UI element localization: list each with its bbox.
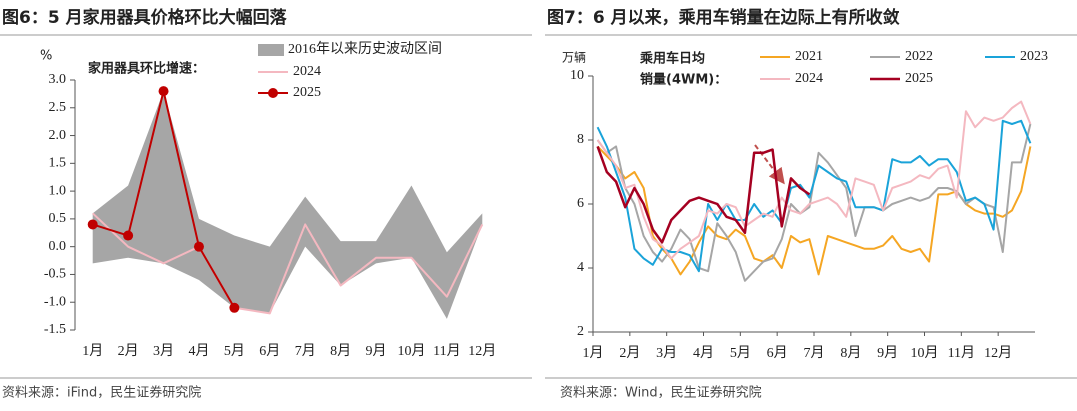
x-tick-label: 12月 [984,345,1012,361]
x-tick-label: 3月 [153,343,174,359]
x-tick-label: 10月 [397,343,425,359]
series-line [596,100,1032,260]
range-band [92,91,483,319]
x-tick-label: 5月 [224,343,245,359]
series-line [92,212,484,315]
y-axis-label: % [40,49,52,64]
x-tick-label: 4月 [188,343,209,359]
legend-swatch [258,44,284,56]
annotation: 销量(4WM)： [640,72,727,88]
legend-label: 2025 [905,71,933,86]
x-tick-label: 2月 [118,343,139,359]
x-tick-label: 9月 [366,343,387,359]
y-tick-label: 0.5 [49,211,67,226]
x-tick-label: 9月 [877,345,898,361]
legend-label: 2024 [795,71,823,86]
legend-label: 2025 [293,85,321,100]
y-axis-label: 万辆 [562,51,586,65]
series-marker [229,302,240,313]
x-tick-label: 6月 [767,345,788,361]
series-marker [193,241,204,252]
y-tick-label: -0.5 [44,267,66,282]
y-tick-label: 1.0 [49,183,67,198]
annotation: 家用器具环比增速： [88,61,205,77]
chart-title: 图7：6 月以来，乘用车销量在边际上有所收敛 [547,7,900,28]
y-tick-label: -1.5 [44,322,66,337]
series-marker [158,86,169,97]
x-tick-label: 5月 [730,345,751,361]
series-line [596,145,811,244]
x-tick-label: 6月 [259,343,280,359]
x-tick-label: 1月 [82,343,103,359]
legend-label: 2023 [1020,49,1048,64]
source: 资料来源：iFind，民生证券研究院 [2,385,201,401]
legend-label: 2022 [905,49,933,64]
x-tick-label: 1月 [583,345,604,361]
legend-label: 2016年以来历史波动区间 [288,41,442,57]
chart-title: 图6：5 月家用器具价格环比大幅回落 [2,7,288,28]
x-tick-label: 4月 [693,345,714,361]
series-marker [87,219,98,230]
y-tick-label: 1.5 [49,156,67,171]
legend-label: 2024 [293,64,321,79]
x-tick-label: 11月 [433,343,460,359]
legend-marker [268,88,278,98]
x-tick-label: 10月 [911,345,939,361]
x-tick-label: 3月 [656,345,677,361]
y-tick-label: 6 [577,196,584,211]
y-tick-label: -1.0 [44,294,66,309]
y-tick-label: 10 [570,68,584,83]
annotation: 乘用车日均 [639,51,705,67]
y-tick-label: 2.5 [49,100,67,115]
y-tick-label: 2.0 [49,128,67,143]
x-tick-label: 8月 [330,343,351,359]
legend-label: 2021 [795,49,823,64]
source: 资料来源：Wind，民生证券研究院 [560,385,762,401]
x-tick-label: 11月 [948,345,975,361]
x-tick-label: 8月 [840,345,861,361]
y-tick-label: 2 [577,324,584,339]
series-line [596,119,1032,273]
y-tick-label: 3.0 [49,72,67,87]
x-tick-label: 2月 [619,345,640,361]
x-tick-label: 12月 [468,343,496,359]
x-tick-label: 7月 [804,345,825,361]
y-tick-label: 8 [577,132,584,147]
series-line [596,145,1032,276]
y-tick-label: 0.0 [49,239,67,254]
series-marker [123,230,134,241]
y-tick-label: 4 [577,260,584,275]
x-tick-label: 7月 [295,343,316,359]
